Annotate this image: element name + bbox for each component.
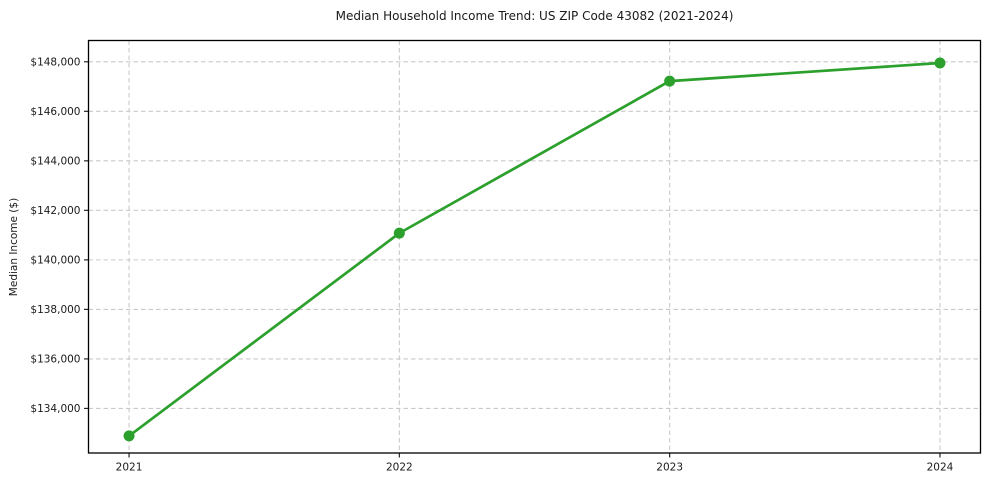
y-tick-label: $138,000 <box>30 304 80 316</box>
x-tick-label: 2021 <box>116 462 143 474</box>
data-point-marker <box>123 430 135 442</box>
y-tick-label: $140,000 <box>30 254 80 266</box>
trend-line <box>127 61 942 438</box>
y-tick-label: $136,000 <box>30 353 80 365</box>
y-tick-label: $146,000 <box>30 106 80 118</box>
y-tick-label: $144,000 <box>30 155 80 167</box>
y-tick-label: $134,000 <box>30 403 80 415</box>
x-tick-label: 2023 <box>656 462 683 474</box>
chart-title: Median Household Income Trend: US ZIP Co… <box>335 9 734 23</box>
data-point-marker <box>393 227 405 239</box>
x-tick-label: 2024 <box>927 462 954 474</box>
y-tick-label: $148,000 <box>30 56 80 68</box>
data-point-marker <box>664 75 676 87</box>
y-tick-label: $142,000 <box>30 205 80 217</box>
data-point-marker <box>934 57 946 69</box>
axes-border <box>87 39 982 454</box>
x-tick-label: 2022 <box>386 462 413 474</box>
